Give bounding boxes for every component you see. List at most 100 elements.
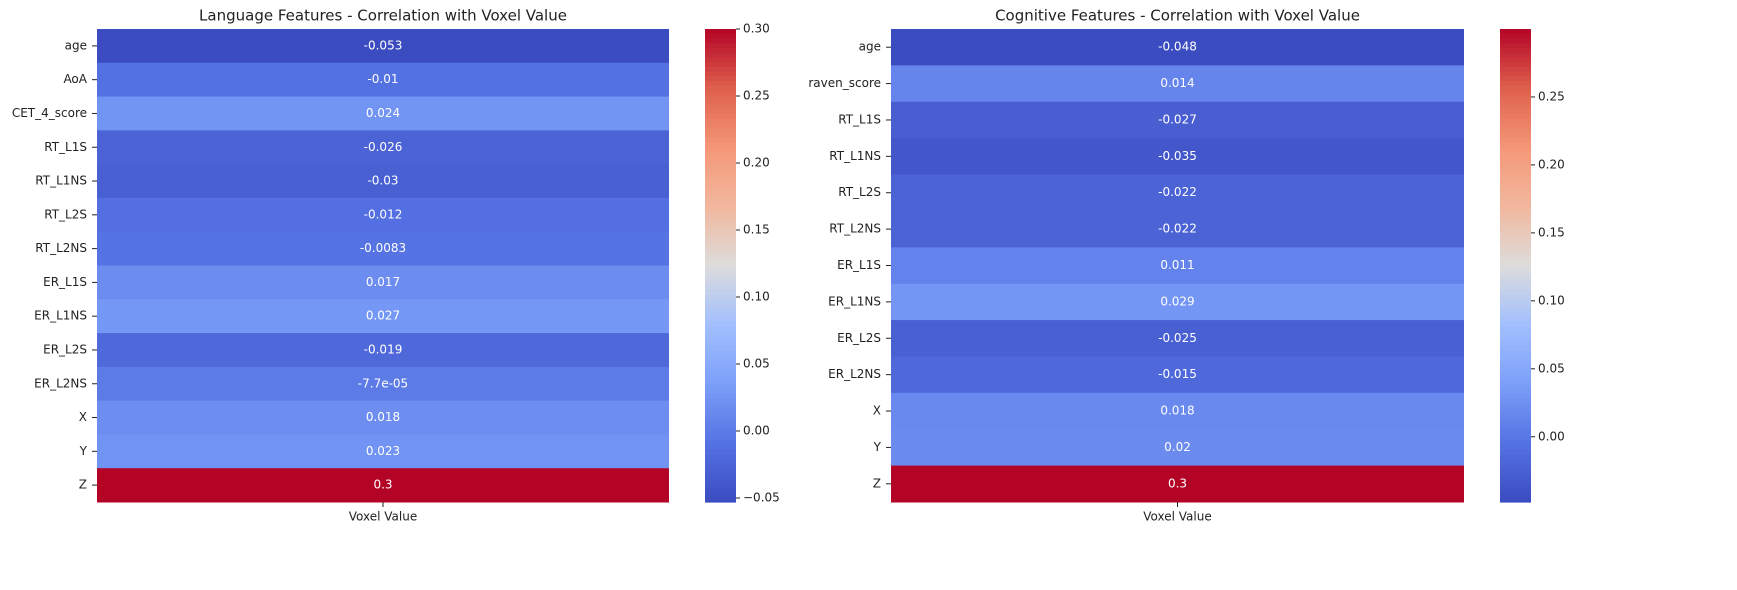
colorbar-segment xyxy=(1500,52,1531,58)
colorbar-segment xyxy=(705,303,736,309)
colorbar-tick-label: 0.30 xyxy=(743,22,770,36)
colorbar-segment xyxy=(705,374,736,380)
x-tick-label: Voxel Value xyxy=(349,510,417,524)
colorbar-segment xyxy=(1500,38,1531,44)
colorbar-segment xyxy=(1500,497,1531,503)
colorbar-tick-label: 0.20 xyxy=(743,155,770,169)
y-tick-label: ER_L2NS xyxy=(34,376,87,390)
colorbar-segment xyxy=(705,76,736,82)
colorbar-segment xyxy=(1500,293,1531,300)
colorbar-segment xyxy=(705,251,736,257)
colorbar-segment xyxy=(705,213,736,219)
colorbar-segment xyxy=(705,246,736,252)
colorbar-segment xyxy=(1500,251,1531,257)
heatmap-cell xyxy=(97,164,669,199)
cell-label: 0.024 xyxy=(366,106,400,120)
colorbar-segment xyxy=(705,440,736,446)
colorbar-segment xyxy=(705,350,736,356)
colorbar-segment xyxy=(705,156,736,163)
colorbar-segment xyxy=(1500,270,1531,276)
cell-label: -0.035 xyxy=(1158,149,1197,163)
colorbar-segment xyxy=(705,364,736,371)
colorbar-segment xyxy=(705,407,736,413)
colorbar-segment xyxy=(705,104,736,111)
colorbar-segment xyxy=(1500,360,1531,366)
heatmap-cell xyxy=(891,174,1464,212)
colorbar-segment xyxy=(1500,99,1531,106)
colorbar-segment xyxy=(705,151,736,158)
colorbar-segment xyxy=(705,260,736,267)
colorbar-segment xyxy=(1500,85,1531,92)
colorbar-segment xyxy=(1500,298,1531,304)
colorbar-tick-label: 0.00 xyxy=(743,423,770,437)
y-tick-label: ER_L2S xyxy=(43,342,87,356)
colorbar-tick-label: 0.25 xyxy=(1538,89,1565,103)
colorbar-segment xyxy=(1500,449,1531,456)
colorbar-segment xyxy=(1500,43,1531,49)
colorbar-segment xyxy=(1500,194,1531,200)
colorbar-segment xyxy=(705,397,736,404)
heatmap-cell xyxy=(891,29,1464,66)
y-tick-label: AoA xyxy=(63,72,87,86)
y-tick-label: Z xyxy=(79,478,87,492)
colorbar-segment xyxy=(1500,454,1531,461)
colorbar-segment xyxy=(705,478,736,484)
colorbar-segment xyxy=(1500,95,1531,101)
heatmap-cell xyxy=(891,429,1464,467)
colorbar-segment xyxy=(1500,133,1531,139)
heatmap-cell xyxy=(97,197,669,233)
colorbar-segment xyxy=(1500,185,1531,191)
colorbar-segment xyxy=(705,161,736,167)
colorbar-segment xyxy=(705,431,736,437)
cell-label: 0.018 xyxy=(366,410,400,424)
colorbar-segment xyxy=(1500,487,1531,494)
y-tick-label: Y xyxy=(79,444,88,458)
cell-label: 0.017 xyxy=(366,275,400,289)
cell-label: 0.011 xyxy=(1160,258,1194,272)
heatmap-cell xyxy=(891,138,1464,176)
colorbar-segment xyxy=(1500,431,1531,437)
y-tick-label: RT_L2S xyxy=(838,185,881,199)
colorbar-segment xyxy=(1500,246,1531,252)
heatmap-cell xyxy=(97,96,669,131)
colorbar-segment xyxy=(705,204,736,210)
y-tick-label: Z xyxy=(873,476,881,490)
cell-label: -0.03 xyxy=(367,174,398,188)
colorbar-tick-label: 0.05 xyxy=(743,356,770,370)
heatmap-cell xyxy=(891,65,1464,103)
heatmap-cell xyxy=(97,366,669,402)
colorbar-segment xyxy=(1500,308,1531,314)
colorbar-segment xyxy=(705,218,736,224)
colorbar-segment xyxy=(705,166,736,172)
colorbar-segment xyxy=(705,95,736,101)
colorbar-segment xyxy=(705,99,736,106)
heatmap-cell xyxy=(97,62,669,98)
colorbar-segment xyxy=(1500,473,1531,479)
colorbar-segment xyxy=(1500,435,1531,442)
colorbar-segment xyxy=(705,185,736,191)
cell-label: -0.022 xyxy=(1158,185,1197,199)
colorbar-segment xyxy=(1500,383,1531,390)
colorbar-segment xyxy=(705,412,736,418)
colorbar-segment xyxy=(1500,147,1531,153)
colorbar-segment xyxy=(1500,284,1531,290)
colorbar-segment xyxy=(1500,161,1531,167)
colorbar-segment xyxy=(1500,274,1531,281)
colorbar-segment xyxy=(1500,123,1531,129)
colorbar-segment xyxy=(1500,218,1531,224)
colorbar-segment xyxy=(1500,336,1531,342)
colorbar-segment xyxy=(1500,213,1531,219)
colorbar-segment xyxy=(1500,393,1531,399)
heatmap-cell xyxy=(97,434,669,469)
colorbar-segment xyxy=(705,109,736,115)
colorbar-segment xyxy=(705,232,736,238)
heatmap-cell xyxy=(97,29,669,64)
colorbar-tick-label: −0.05 xyxy=(743,490,780,504)
colorbar-segment xyxy=(1500,33,1531,40)
cell-label: -0.015 xyxy=(1158,367,1197,381)
y-tick-label: X xyxy=(873,404,881,418)
colorbar-segment xyxy=(705,312,736,319)
cell-label: 0.02 xyxy=(1164,440,1191,454)
colorbar-segment xyxy=(705,322,736,328)
colorbar-segment xyxy=(705,492,736,498)
